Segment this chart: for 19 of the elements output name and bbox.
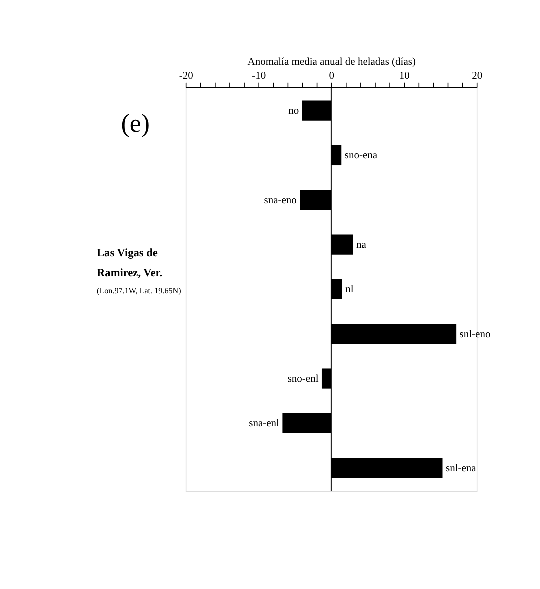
text: Ramirez, Ver.: [97, 268, 163, 280]
text: (e): [121, 108, 150, 138]
y-tick-label: sna-enl: [249, 418, 280, 430]
y-tick-label: nl: [346, 284, 354, 296]
y-tick-label: sna-eno: [264, 195, 297, 206]
x-tick-label: -10: [252, 70, 266, 82]
text: Las Vigas de: [97, 247, 158, 260]
y-tick-label: snl-eno: [460, 329, 491, 340]
y-tick-label: no: [288, 106, 300, 118]
y-tick-label: sno-ena: [344, 150, 378, 162]
x-tick-label: 10: [399, 70, 410, 82]
x-tick-label: -20: [179, 70, 194, 82]
text: (Lon.97.1W, Lat. 19.65N): [97, 286, 182, 296]
y-tick-label: sno-enl: [288, 374, 319, 386]
x-tick-label: 0: [329, 70, 334, 82]
y-tick-label: na: [356, 240, 367, 252]
x-tick-label: 20: [472, 70, 483, 82]
y-tick-label: snl-ena: [446, 463, 477, 474]
x-axis-title: Anomalía media anual de heladas (días): [248, 57, 416, 68]
